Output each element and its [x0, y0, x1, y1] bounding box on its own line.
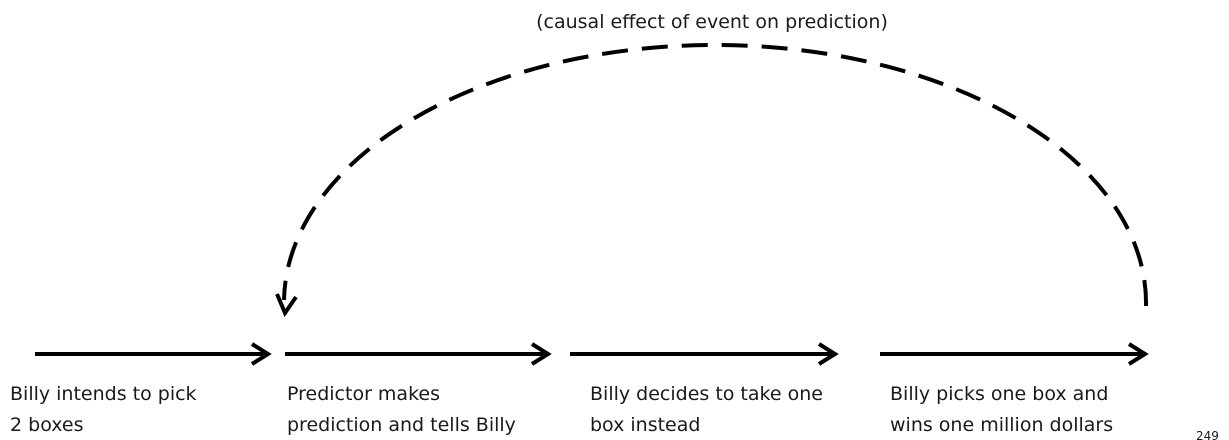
- timeline-arrows: [35, 342, 1149, 366]
- step-label: wins one million dollars: [890, 414, 1113, 436]
- arrowhead: [817, 342, 839, 366]
- dashed-arc: [282, 42, 1149, 307]
- step-label: box instead: [590, 414, 700, 436]
- step-label: Billy picks one box and: [890, 383, 1108, 405]
- arrowhead: [250, 342, 272, 366]
- step-label: 2 boxes: [10, 414, 83, 436]
- labels: Billy intends to pick 2 boxes Predictor ma…: [10, 383, 1113, 436]
- arrowhead: [530, 342, 552, 366]
- step-label: Billy intends to pick: [10, 383, 197, 405]
- arc-arrowhead: [275, 293, 298, 318]
- step-label: Billy decides to take one: [590, 383, 823, 405]
- annotation: (causal effect of event on prediction): [536, 11, 888, 33]
- page-number: 249: [1196, 429, 1219, 440]
- step-label: Predictor makes: [287, 383, 440, 405]
- step-label: prediction and tells Billy: [287, 414, 516, 436]
- arrowhead: [1127, 342, 1149, 366]
